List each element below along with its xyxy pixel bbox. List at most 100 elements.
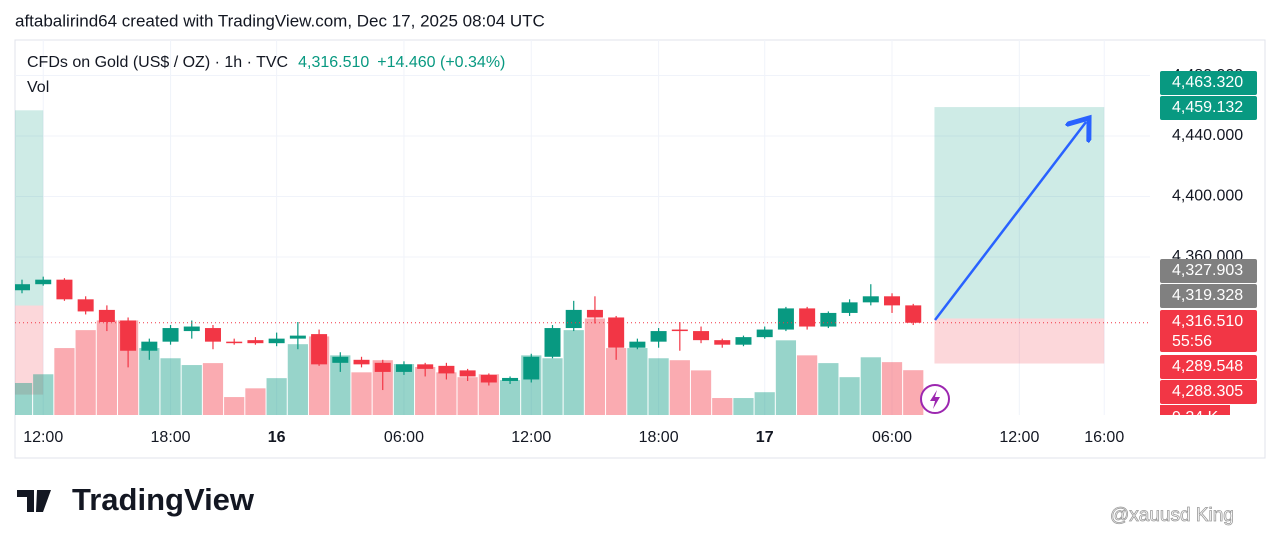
arrow-drawing <box>934 122 1086 321</box>
candle-body <box>438 365 455 374</box>
price-tag-bg <box>1160 310 1257 352</box>
x-tick-label: 12:00 <box>999 429 1039 446</box>
volume-bar <box>754 392 775 415</box>
x-tick-label: 16:00 <box>1084 429 1124 446</box>
volume-bar <box>330 355 351 415</box>
volume-bar <box>839 377 860 415</box>
volume-bar <box>224 397 245 415</box>
price-tag-bg <box>1160 284 1257 308</box>
candle-body <box>35 279 52 285</box>
price-tag: 4,319.328 <box>1172 287 1243 304</box>
candle-body <box>523 356 540 380</box>
volume-bar <box>266 378 287 415</box>
legend-change: +14.460 (+0.34%) <box>377 54 505 71</box>
header: aftabalirind64 created with TradingView.… <box>15 11 545 30</box>
volume-bar <box>881 362 903 415</box>
candle-body <box>141 341 158 351</box>
volume-bar <box>627 348 648 415</box>
candle-body <box>884 296 901 306</box>
candle-body <box>120 320 137 351</box>
candle-body <box>841 302 858 313</box>
price-tag: 4,289.548 <box>1172 358 1243 375</box>
volume-bar <box>563 330 584 415</box>
volume-bar <box>415 366 436 415</box>
candle-body <box>77 299 94 312</box>
x-tick-label: 16 <box>268 429 286 446</box>
volume-bar <box>54 348 75 415</box>
candle-body <box>502 377 519 381</box>
volume-bar <box>903 370 924 415</box>
brand-name: TradingView <box>72 482 255 517</box>
candle-body <box>268 338 285 344</box>
candle-body <box>56 279 73 300</box>
volume-bar <box>245 388 266 415</box>
candle-body <box>629 341 646 348</box>
price-tag: 4,288.305 <box>1172 383 1243 400</box>
x-tick-label: 18:00 <box>151 429 191 446</box>
candle-body <box>756 329 773 338</box>
price-tag: 4,327.903 <box>1172 262 1243 279</box>
loss-zone <box>15 305 44 395</box>
candle-body <box>204 328 221 342</box>
time-axis: 12:00 18:00 16 06:00 12:00 18:00 17 06:00 12:00 1… <box>23 429 1124 446</box>
volume-bar <box>33 374 54 415</box>
volume-bar <box>15 382 33 415</box>
candle-body <box>289 335 306 339</box>
x-tick-label: 12:00 <box>23 429 63 446</box>
volume-bar <box>287 344 308 415</box>
alert-bolt <box>930 390 940 409</box>
volume-bar <box>797 355 818 415</box>
volume-bar <box>393 364 415 415</box>
volume-tag: 9.24 K <box>1172 409 1219 426</box>
price-tag-bg <box>1160 96 1257 120</box>
brand: TradingView <box>17 482 255 517</box>
volume-bar <box>648 358 669 415</box>
candle-body <box>162 328 179 342</box>
candles <box>15 276 1150 391</box>
volume-bar <box>202 363 224 415</box>
volume-bar <box>860 357 881 415</box>
candle-body <box>862 296 879 303</box>
candle-body <box>735 337 752 345</box>
candle-body <box>480 374 497 383</box>
volume-bar <box>712 398 733 415</box>
x-tick-label: 18:00 <box>639 429 679 446</box>
price-tag: 4,316.510 <box>1172 313 1243 330</box>
volume-bar <box>542 358 563 415</box>
chart-frame <box>14 39 1266 459</box>
price-tag-bg <box>1160 355 1257 379</box>
alert-icon[interactable] <box>920 384 950 414</box>
volume-bar <box>139 348 160 415</box>
x-tick-label: 06:00 <box>384 429 424 446</box>
volume-bar <box>499 380 521 415</box>
candle-body <box>544 328 561 357</box>
volume-bar <box>818 363 839 415</box>
volume-bar <box>690 370 712 415</box>
grid <box>15 40 1150 415</box>
y-tick-label: 4,440.000 <box>1172 127 1243 144</box>
candle-body <box>459 370 476 377</box>
volume-bar <box>606 348 627 415</box>
volume-bar <box>733 398 754 415</box>
volume-bar <box>669 360 690 415</box>
legend-title: CFDs on Gold (US$ / OZ) · 1h · TVC <box>27 54 288 71</box>
candle-body <box>311 334 328 365</box>
x-tick-label: 12:00 <box>511 429 551 446</box>
candle-body <box>247 340 264 344</box>
candle-body <box>183 326 200 332</box>
x-tick-label: 17 <box>756 429 774 446</box>
brand-logo <box>17 490 51 512</box>
candle-body <box>332 356 349 363</box>
price-tag: 4,459.132 <box>1172 99 1243 116</box>
candle-body <box>714 340 731 345</box>
candle-body <box>374 362 391 372</box>
candle-body <box>777 308 794 330</box>
price-tag-bg <box>1160 71 1257 95</box>
volume-bar <box>75 330 96 415</box>
volume-bar <box>478 374 499 415</box>
volume-bar <box>775 340 797 415</box>
candle-body <box>417 364 434 369</box>
legend: CFDs on Gold (US$ / OZ) · 1h · TVC 4,316… <box>27 54 505 96</box>
volume-bar <box>457 377 478 415</box>
